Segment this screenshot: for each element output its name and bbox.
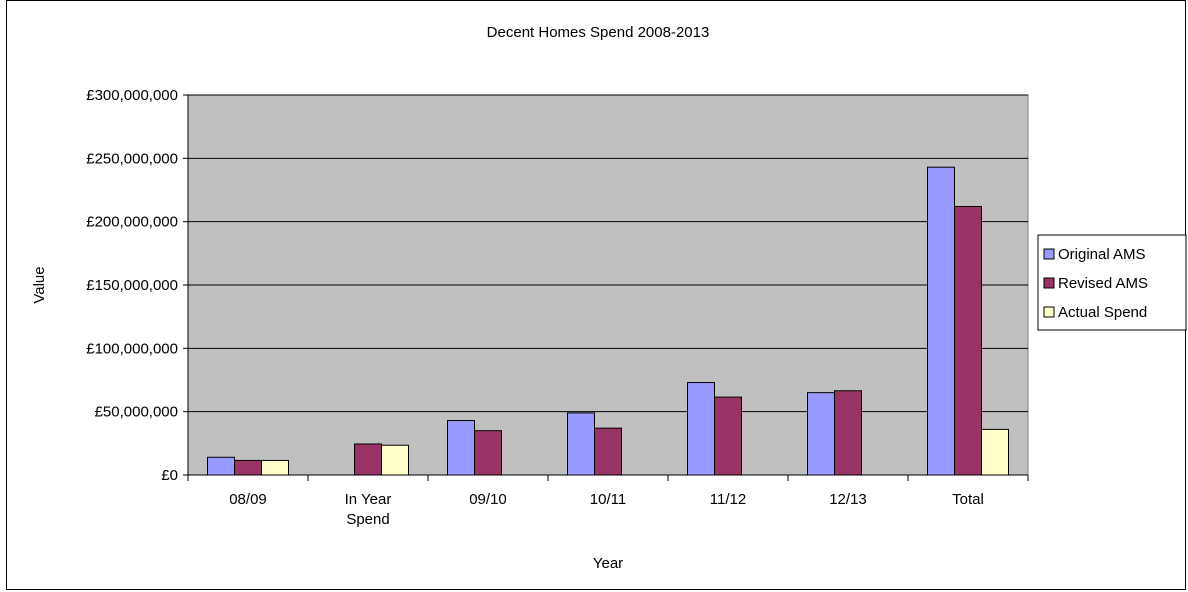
bar <box>807 392 835 476</box>
y-axis-title: Value <box>31 266 48 303</box>
bar <box>354 443 382 476</box>
y-tick-label: £300,000,000 <box>86 87 178 104</box>
legend-label: Actual Spend <box>1058 304 1147 321</box>
legend-swatch <box>1043 277 1055 289</box>
legend-label: Original AMS <box>1058 246 1146 263</box>
legend-box <box>1037 234 1187 331</box>
legend-label: Revised AMS <box>1058 275 1148 292</box>
y-tick-label: £100,000,000 <box>86 340 178 357</box>
bar <box>234 459 262 476</box>
x-axis-title: Year <box>593 555 623 572</box>
y-tick-label: £200,000,000 <box>86 214 178 231</box>
bar <box>981 428 1009 476</box>
chart-title: Decent Homes Spend 2008-2013 <box>487 24 710 41</box>
x-tick-label: 09/10 <box>469 491 507 508</box>
bar <box>447 420 475 476</box>
x-tick-label: In Year <box>345 491 392 508</box>
y-tick-label: £250,000,000 <box>86 150 178 167</box>
bar <box>474 430 502 476</box>
bar <box>594 427 622 476</box>
bar <box>381 444 409 476</box>
bar <box>834 390 862 476</box>
x-tick-label: 08/09 <box>229 491 267 508</box>
bar <box>261 459 289 476</box>
bar <box>207 456 235 476</box>
bar <box>927 166 955 476</box>
bar <box>954 205 982 476</box>
bar <box>567 412 595 476</box>
legend-swatch <box>1043 306 1055 318</box>
bar <box>714 396 742 476</box>
y-tick-label: £50,000,000 <box>95 404 178 421</box>
legend-swatch <box>1043 248 1055 260</box>
x-tick-label: 12/13 <box>829 491 867 508</box>
x-tick-label: Total <box>952 491 984 508</box>
x-tick-label: 10/11 <box>590 491 626 508</box>
legend: Original AMS Revised AMS Actual Spend <box>1037 234 1187 331</box>
x-tick-label: 11/12 <box>710 491 746 508</box>
x-tick-label: Spend <box>346 511 389 528</box>
bar <box>687 382 715 476</box>
y-tick-label: £150,000,000 <box>86 277 178 294</box>
y-tick-label: £0 <box>161 467 178 484</box>
